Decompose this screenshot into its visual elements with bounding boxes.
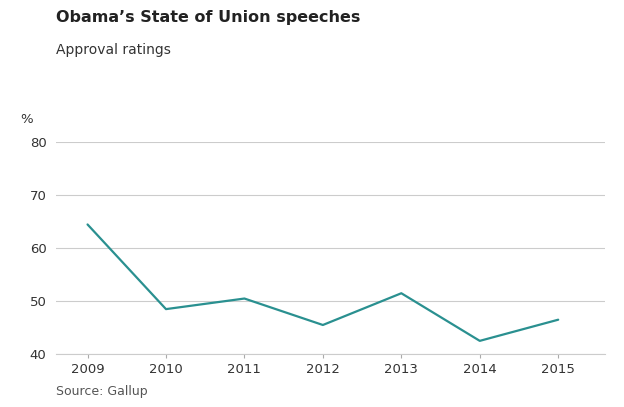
Text: %: %: [21, 112, 33, 125]
Text: Approval ratings: Approval ratings: [56, 43, 171, 57]
Text: Obama’s State of Union speeches: Obama’s State of Union speeches: [56, 10, 361, 25]
Text: Source: Gallup: Source: Gallup: [56, 385, 148, 398]
